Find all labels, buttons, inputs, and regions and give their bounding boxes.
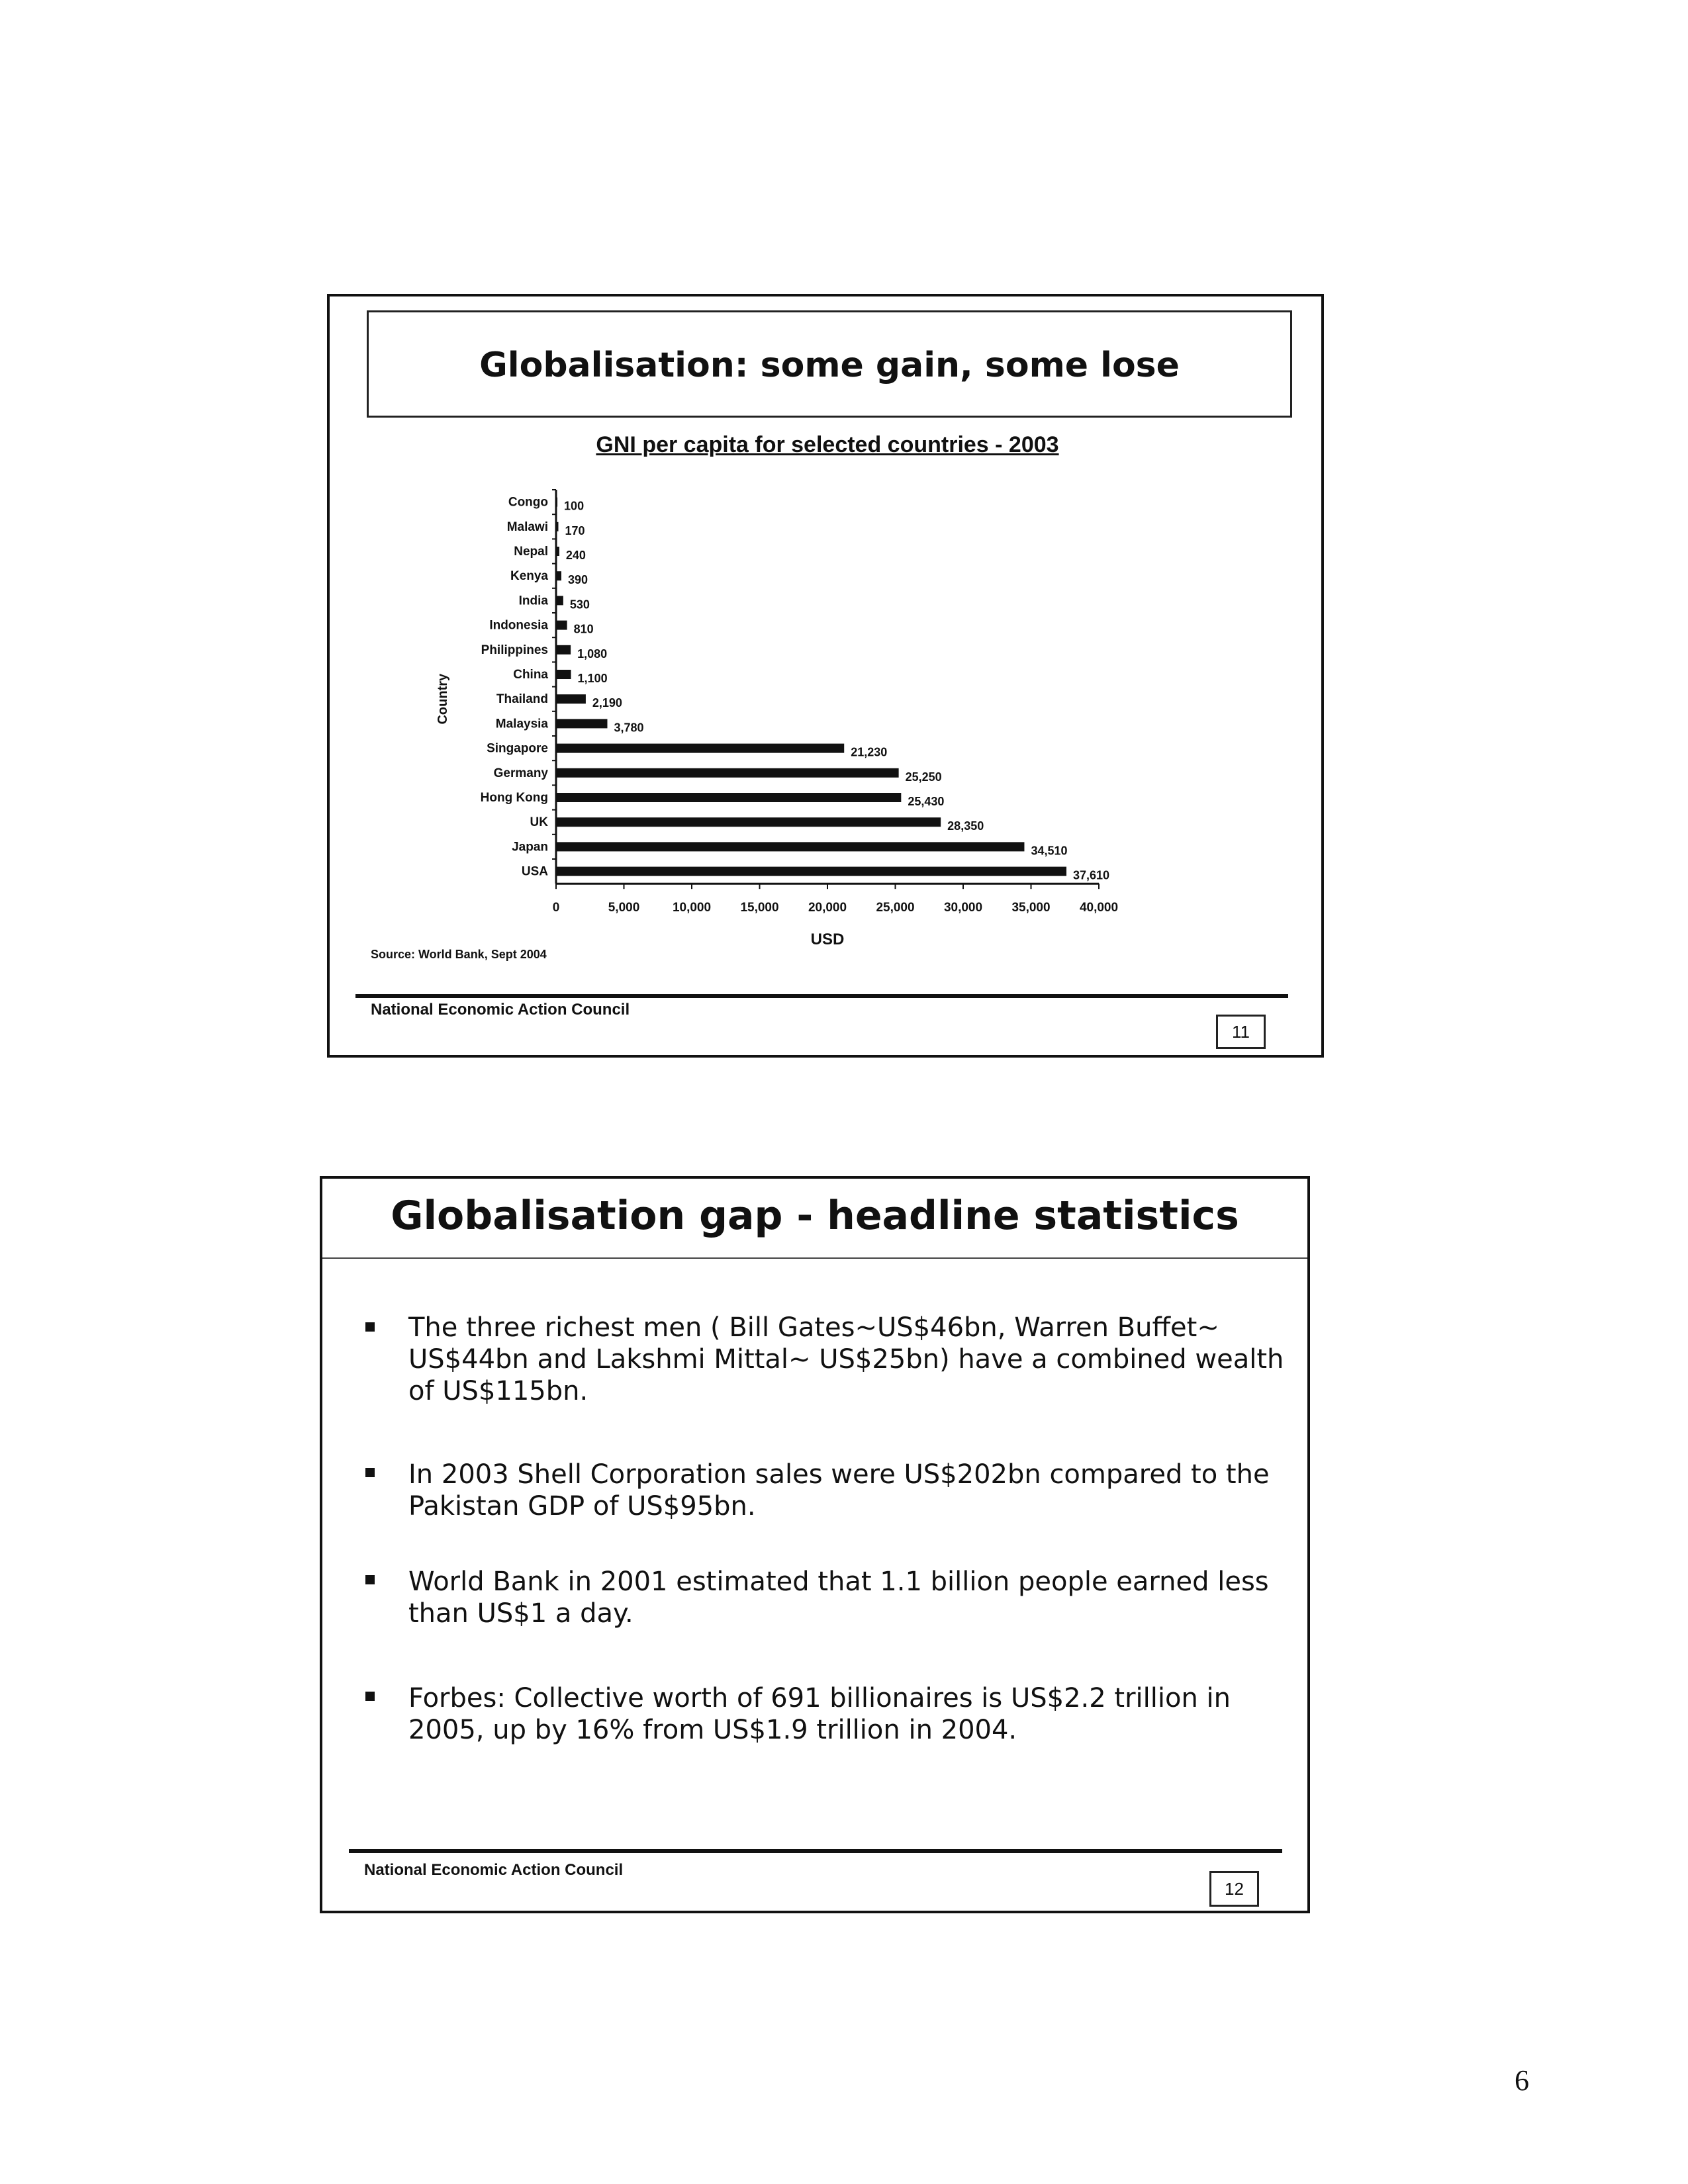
x-tick-label: 15,000 — [740, 901, 778, 915]
bar — [556, 719, 608, 729]
category-label: Philippines — [481, 643, 548, 657]
bar — [556, 571, 561, 581]
bar — [556, 522, 559, 531]
category-label: Malawi — [507, 520, 548, 534]
bullet-text: The three richest men ( Bill Gates~US$46… — [408, 1312, 1289, 1407]
category-label: Hong Kong — [481, 791, 548, 805]
slide-11-title: Globalisation: some gain, some lose — [479, 345, 1180, 385]
category-label: Indonesia — [489, 619, 548, 633]
document-page-number: 6 — [1515, 2064, 1529, 2097]
value-label: 170 — [565, 524, 585, 537]
bullet-line: The three richest men ( Bill Gates~US$46… — [408, 1312, 1219, 1343]
x-tick-label: 20,000 — [808, 901, 847, 915]
value-label: 100 — [564, 500, 584, 513]
value-label: 240 — [566, 549, 586, 562]
bullet-line: Forbes: Collective worth of 691 billiona… — [408, 1683, 1231, 1713]
value-label: 3,780 — [614, 721, 643, 734]
slide-11-footer-divider — [355, 994, 1288, 998]
bullet-line: than US$1 a day. — [408, 1598, 633, 1629]
bullet-line: 2005, up by 16% from US$1.9 trillion in … — [408, 1715, 1017, 1745]
category-label: Germany — [494, 766, 549, 780]
category-label: USA — [522, 865, 548, 879]
bullet-marker — [365, 1575, 375, 1584]
slide-12 — [320, 1176, 1310, 1913]
bar — [556, 768, 899, 778]
bullet-line: In 2003 Shell Corporation sales were US$… — [408, 1459, 1270, 1490]
bar — [556, 547, 559, 556]
slide-11 — [327, 294, 1324, 1058]
value-label: 25,430 — [908, 795, 944, 808]
bar — [556, 596, 563, 606]
x-tick-label: 5,000 — [608, 901, 640, 915]
slide-11-page-number: 11 — [1216, 1015, 1266, 1049]
category-label: China — [513, 668, 548, 682]
x-tick-label: 30,000 — [944, 901, 982, 915]
value-label: 530 — [570, 598, 590, 611]
bullet-marker — [365, 1692, 375, 1701]
category-label: Malaysia — [496, 717, 549, 731]
slide-12-footer-divider — [349, 1849, 1282, 1853]
value-label: 1,100 — [578, 672, 608, 685]
value-label: 28,350 — [947, 819, 984, 833]
bar — [556, 645, 571, 655]
chart-title: GNI per capita for selected countries - … — [596, 432, 1059, 457]
category-label: Singapore — [487, 742, 548, 756]
value-label: 1,080 — [577, 647, 607, 660]
x-tick-label: 10,000 — [673, 901, 711, 915]
value-label: 25,250 — [906, 770, 942, 784]
bullet-line: US$44bn and Lakshmi Mittal~ US$25bn) hav… — [408, 1344, 1284, 1375]
bar — [556, 743, 845, 753]
x-tick-label: 40,000 — [1080, 901, 1118, 915]
slide-12-title: Globalisation gap - headline statistics — [391, 1193, 1239, 1239]
x-tick-label: 0 — [553, 901, 560, 915]
y-axis-label: Country — [436, 673, 450, 725]
value-label: 810 — [574, 623, 594, 636]
value-label: 21,230 — [851, 746, 887, 759]
bar — [556, 670, 571, 679]
slide-12-footer: National Economic Action Council — [364, 1861, 624, 1879]
bullet-marker — [365, 1468, 375, 1477]
bullet-marker — [365, 1322, 375, 1332]
category-label: Japan — [512, 840, 548, 854]
category-label: Congo — [508, 496, 548, 510]
value-label: 34,510 — [1031, 844, 1067, 857]
bar — [556, 866, 1067, 876]
category-label: India — [519, 594, 549, 608]
value-label: 390 — [568, 573, 588, 586]
slide-11-title-box: Globalisation: some gain, some lose — [367, 310, 1292, 418]
slide-12-title-divider — [322, 1257, 1307, 1259]
bar — [556, 817, 941, 827]
bullet-text: World Bank in 2001 estimated that 1.1 bi… — [408, 1566, 1289, 1629]
gni-bar-chart: Congo 100 Malawi 170 Nepal 240 Kenya 390 India 53… — [436, 489, 1118, 948]
category-label: Kenya — [510, 569, 548, 583]
value-label: 37,610 — [1073, 869, 1109, 882]
category-label: UK — [530, 815, 549, 829]
bullet-line: of US$115bn. — [408, 1376, 588, 1406]
bullet-line: World Bank in 2001 estimated that 1.1 bi… — [408, 1567, 1269, 1597]
bar — [556, 842, 1025, 852]
slide-12-page-number: 12 — [1209, 1871, 1259, 1907]
value-label: 2,190 — [592, 696, 622, 709]
category-label: Nepal — [514, 545, 548, 559]
bullet-text: In 2003 Shell Corporation sales were US$… — [408, 1459, 1289, 1522]
category-label: Thailand — [496, 692, 548, 706]
x-tick-label: 35,000 — [1011, 901, 1050, 915]
x-tick-label: 25,000 — [876, 901, 914, 915]
bar — [556, 793, 902, 802]
x-axis-label: USD — [811, 931, 845, 948]
bullet-text: Forbes: Collective worth of 691 billiona… — [408, 1682, 1289, 1746]
bar — [556, 694, 586, 704]
bar — [556, 620, 567, 630]
slide-11-footer: National Economic Action Council — [371, 1001, 630, 1019]
chart-source: Source: World Bank, Sept 2004 — [371, 948, 547, 961]
bar — [556, 497, 558, 507]
bullet-line: Pakistan GDP of US$95bn. — [408, 1491, 756, 1522]
